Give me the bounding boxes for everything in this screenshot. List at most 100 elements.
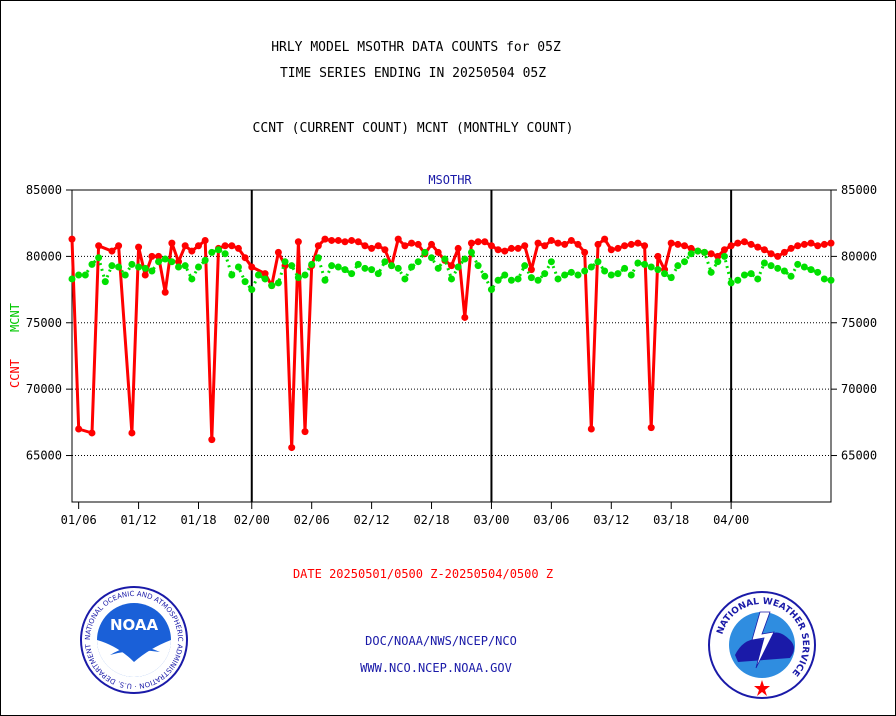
- data-point-mcnt: [115, 263, 123, 271]
- data-point-ccnt: [487, 242, 495, 250]
- data-point-mcnt: [128, 260, 136, 268]
- data-point-mcnt: [168, 258, 176, 266]
- data-point-ccnt: [707, 250, 715, 258]
- data-point-ccnt: [221, 242, 229, 250]
- data-point-ccnt: [448, 262, 455, 270]
- data-point-mcnt: [780, 267, 788, 275]
- data-point-ccnt: [787, 244, 795, 252]
- plot-area-border: [71, 189, 832, 503]
- data-point-mcnt: [175, 263, 183, 271]
- data-point-mcnt: [408, 263, 416, 271]
- data-point-ccnt: [361, 242, 369, 250]
- data-point-ccnt: [394, 235, 402, 243]
- station-label: MSOTHR: [428, 173, 472, 187]
- data-point-mcnt: [627, 271, 635, 279]
- data-point-ccnt: [181, 242, 189, 250]
- data-point-mcnt: [787, 272, 795, 280]
- data-point-mcnt: [467, 248, 475, 256]
- data-point-mcnt: [274, 279, 282, 287]
- data-point-mcnt: [88, 260, 96, 268]
- data-point-ccnt: [621, 242, 629, 250]
- data-point-mcnt: [441, 255, 449, 263]
- data-point-mcnt: [328, 262, 336, 270]
- data-point-mcnt: [767, 262, 775, 270]
- data-point-ccnt: [587, 425, 595, 433]
- data-point-mcnt: [694, 247, 702, 255]
- data-point-mcnt: [747, 270, 755, 278]
- data-point-ccnt: [321, 235, 329, 243]
- data-point-ccnt: [454, 244, 462, 252]
- y-tick-label-right: 70000: [841, 382, 877, 396]
- data-point-ccnt: [148, 252, 156, 260]
- data-point-ccnt: [301, 428, 309, 436]
- data-point-ccnt: [175, 258, 183, 266]
- data-point-ccnt: [115, 242, 123, 250]
- data-point-ccnt: [288, 444, 296, 452]
- data-point-ccnt: [248, 263, 256, 271]
- data-point-mcnt: [394, 264, 402, 272]
- data-point-ccnt: [641, 242, 649, 250]
- data-point-mcnt: [454, 263, 462, 271]
- data-point-mcnt: [754, 275, 762, 283]
- y-tick-label-left: 75000: [26, 316, 62, 330]
- chart-title-line2: TIME SERIES ENDING IN 20250504 05Z: [280, 66, 546, 81]
- data-point-ccnt: [467, 239, 475, 247]
- data-point-ccnt: [135, 243, 143, 251]
- data-point-mcnt: [634, 259, 642, 267]
- data-point-mcnt: [195, 263, 202, 271]
- data-point-mcnt: [401, 275, 409, 283]
- data-point-mcnt: [707, 268, 715, 276]
- data-point-ccnt: [567, 236, 575, 244]
- data-point-ccnt: [820, 240, 828, 248]
- data-point-mcnt: [474, 262, 482, 270]
- data-point-mcnt: [155, 258, 163, 266]
- data-point-ccnt: [527, 266, 535, 274]
- series-layer: [68, 235, 835, 452]
- data-point-ccnt: [627, 240, 635, 248]
- data-point-ccnt: [767, 250, 775, 258]
- data-point-mcnt: [554, 275, 562, 283]
- data-point-ccnt: [734, 239, 742, 247]
- data-point-mcnt: [701, 248, 708, 256]
- data-point-ccnt: [574, 240, 582, 248]
- data-point-mcnt: [561, 271, 569, 279]
- data-point-ccnt: [807, 239, 815, 247]
- data-point-ccnt: [155, 252, 163, 260]
- y-axis-labels: CCNT MCNT: [8, 303, 22, 388]
- data-point-ccnt: [201, 236, 209, 244]
- data-point-ccnt: [614, 244, 622, 252]
- data-point-mcnt: [667, 274, 675, 282]
- noaa-logo-text: NOAA: [110, 616, 159, 634]
- y-axis-left: 65000 70000 75000 80000 85000: [26, 183, 72, 463]
- data-point-mcnt: [108, 262, 116, 270]
- y-tick-label-left: 80000: [26, 249, 62, 263]
- x-tick-label: 04/00: [713, 513, 749, 527]
- y-tick-label-right: 65000: [841, 449, 877, 463]
- data-point-mcnt: [534, 276, 542, 284]
- data-point-mcnt: [294, 274, 302, 282]
- org-path-label: DOC/NOAA/NWS/NCEP/NCO: [365, 634, 517, 648]
- data-point-mcnt: [228, 271, 236, 279]
- data-point-mcnt: [181, 262, 189, 270]
- x-tick-label: 01/06: [61, 513, 97, 527]
- data-point-ccnt: [188, 247, 196, 255]
- data-point-ccnt: [334, 236, 342, 244]
- data-point-mcnt: [794, 260, 802, 268]
- data-point-mcnt: [720, 252, 728, 260]
- data-point-mcnt: [68, 275, 76, 283]
- y-tick-label-right: 80000: [841, 249, 877, 263]
- y-tick-label-right: 75000: [841, 316, 877, 330]
- data-point-mcnt: [221, 250, 229, 258]
- data-point-mcnt: [654, 266, 662, 274]
- data-point-ccnt: [654, 252, 662, 260]
- date-range-label: DATE 20250501/0500 Z-20250504/0500 Z: [293, 567, 553, 581]
- noaa-ring-text: NATIONAL OCEANIC AND ATMOSPHERIC ADMINIS…: [0, 0, 184, 690]
- data-point-ccnt: [601, 235, 609, 243]
- data-point-ccnt: [521, 242, 529, 250]
- data-point-mcnt: [514, 275, 522, 283]
- data-point-ccnt: [234, 244, 242, 252]
- data-point-ccnt: [354, 238, 362, 246]
- data-point-ccnt: [274, 248, 282, 256]
- x-tick-label: 02/12: [354, 513, 390, 527]
